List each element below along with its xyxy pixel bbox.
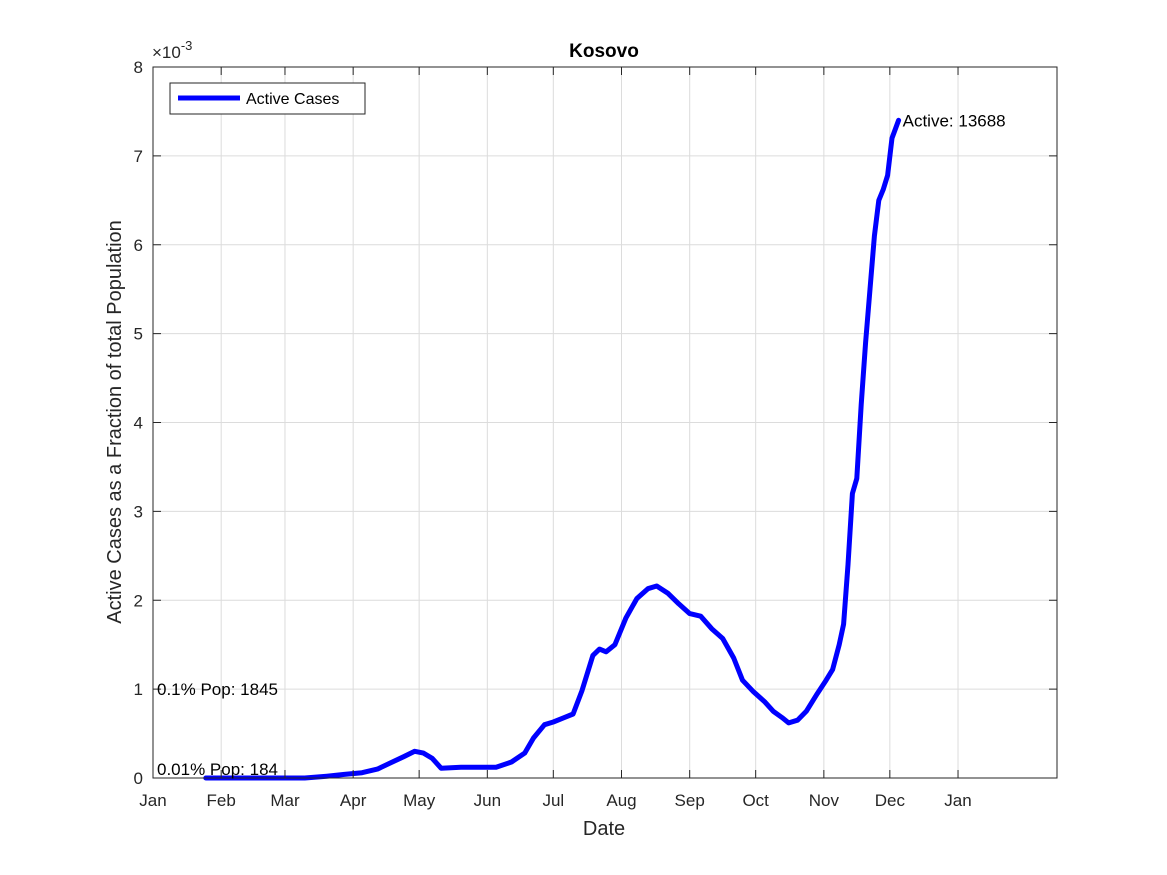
svg-text:×10-3: ×10-3 <box>152 38 192 62</box>
y-tick-label: 5 <box>134 325 143 344</box>
x-tick-label: Nov <box>809 791 840 810</box>
legend-label-active-cases: Active Cases <box>246 91 339 108</box>
chart-title: Kosovo <box>569 41 639 62</box>
series-layer <box>203 117 902 781</box>
annotation-active-count: Active: 13688 <box>903 111 1006 130</box>
series-line-active-cases <box>203 117 902 781</box>
x-axis-label: Date <box>583 818 625 840</box>
y-axis-label: Active Cases as a Fraction of total Popu… <box>104 220 126 624</box>
y-tick-label: 3 <box>134 502 143 521</box>
x-tick-label: Jan <box>139 791 166 810</box>
x-tick-label: Feb <box>207 791 236 810</box>
annotations: Active: 13688 0.1% Pop: 1845 0.01% Pop: 18… <box>157 111 1006 779</box>
x-tick-label: Jun <box>474 791 501 810</box>
y-exponent-base: ×10 <box>152 43 181 62</box>
y-tick-label: 1 <box>134 680 143 699</box>
y-exponent-power: -3 <box>181 38 193 53</box>
x-tick-label: Sep <box>675 791 705 810</box>
x-tick-label: Jul <box>542 791 564 810</box>
y-tick-label: 0 <box>134 769 143 788</box>
y-tick-label: 8 <box>134 58 143 77</box>
x-tick-label: Mar <box>270 791 300 810</box>
x-tick-label: Dec <box>875 791 906 810</box>
x-tick-label: Jan <box>944 791 971 810</box>
y-tick-label: 7 <box>134 147 143 166</box>
y-tick-label: 4 <box>134 414 143 433</box>
ticks: 0 1 2 3 4 5 6 7 8 Jan Feb Mar Apr May Jun Jul Aug Sep Oct N… <box>134 58 1057 810</box>
x-tick-label: May <box>403 791 436 810</box>
y-tick-label: 6 <box>134 236 143 255</box>
x-tick-label: Apr <box>340 791 367 810</box>
y-exponent-label: ×10-3 <box>152 38 192 62</box>
grid-lines <box>152 66 1057 779</box>
x-tick-label: Aug <box>606 791 636 810</box>
x-tick-label: Oct <box>742 791 769 810</box>
y-tick-label: 2 <box>134 591 143 610</box>
annotation-pop-0-01-percent: 0.01% Pop: 184 <box>157 760 278 779</box>
annotation-pop-0-1-percent: 0.1% Pop: 1845 <box>157 680 278 699</box>
legend: Active Cases <box>169 82 366 115</box>
